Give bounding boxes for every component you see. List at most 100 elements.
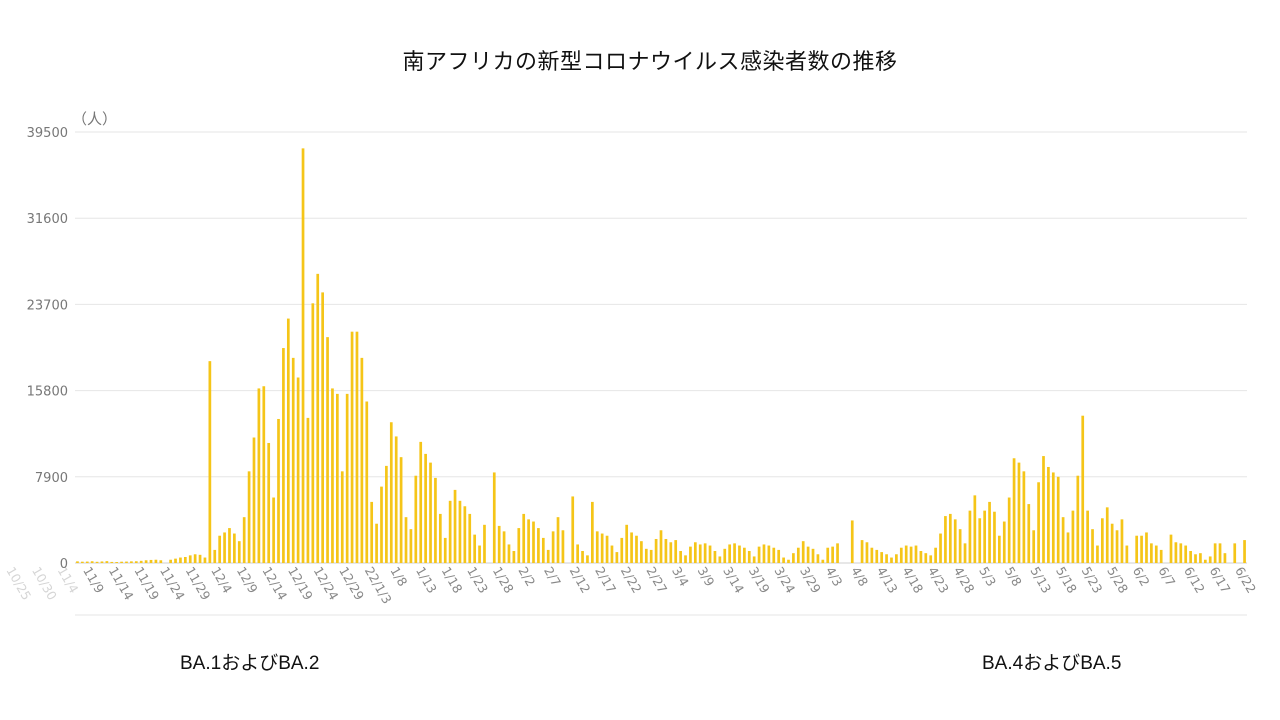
bar — [944, 516, 947, 563]
x-tick-label: 10/25 — [3, 564, 34, 603]
x-tick-label: 3/19 — [746, 564, 773, 596]
bar — [1120, 519, 1124, 563]
bar — [537, 528, 540, 563]
bar — [532, 521, 535, 563]
bar — [492, 472, 496, 563]
bar — [350, 331, 354, 563]
y-tick-label: 0 — [60, 557, 68, 572]
x-tick-label: 5/18 — [1053, 564, 1080, 596]
bar — [1007, 497, 1011, 563]
bar — [360, 357, 364, 563]
x-tick-label: 4/23 — [925, 564, 952, 596]
bar — [237, 541, 241, 563]
x-tick-label: 3/14 — [720, 564, 747, 596]
bar — [262, 386, 266, 563]
bar — [757, 546, 761, 563]
x-tick-label: 2/7 — [541, 564, 564, 589]
bar — [414, 475, 418, 563]
bar — [752, 556, 756, 563]
bar — [1056, 476, 1060, 563]
bar — [272, 497, 275, 563]
bar — [85, 561, 89, 563]
bar — [826, 547, 830, 563]
bar — [154, 559, 158, 563]
bar — [625, 524, 629, 563]
bar — [1150, 543, 1153, 563]
bar — [708, 545, 712, 563]
bar — [934, 547, 937, 563]
bar — [924, 553, 928, 563]
bar — [953, 519, 957, 563]
bar — [684, 555, 687, 563]
bar — [659, 530, 663, 563]
bar — [228, 528, 231, 563]
bar — [468, 513, 472, 563]
bar — [203, 557, 207, 563]
bar — [620, 537, 624, 563]
bar — [1042, 456, 1045, 563]
bar — [806, 546, 810, 563]
x-tick-label: 6/7 — [1155, 564, 1178, 589]
bar — [458, 500, 462, 563]
bar — [404, 517, 408, 563]
bar — [291, 357, 295, 563]
x-tick-label: 11/24 — [157, 564, 188, 603]
x-tick-label: 12/29 — [336, 564, 367, 603]
bar — [1189, 551, 1192, 563]
bar — [998, 535, 1001, 563]
bar — [100, 561, 104, 563]
bar — [541, 537, 545, 563]
bar — [644, 548, 648, 563]
bar — [914, 545, 918, 563]
bar — [1169, 534, 1173, 563]
bar — [438, 513, 442, 563]
bar — [649, 549, 653, 563]
bar — [223, 532, 226, 563]
bar — [443, 537, 447, 563]
chart-title: 南アフリカの新型コロナウイルス感染者数の推移 — [402, 50, 898, 75]
bar — [1071, 510, 1075, 563]
bar — [870, 547, 874, 563]
x-axis-ticks: 10/2510/3011/411/911/1411/1911/2411/2912… — [3, 564, 1259, 606]
bar — [860, 540, 864, 563]
bar — [581, 551, 584, 563]
bar — [948, 513, 952, 563]
bar — [1032, 530, 1036, 563]
bar — [1174, 542, 1178, 563]
bar — [365, 401, 369, 563]
bar — [1037, 482, 1040, 563]
bar — [144, 560, 148, 563]
bar — [90, 561, 94, 563]
bar — [331, 388, 334, 563]
bar — [630, 532, 633, 563]
bar — [336, 393, 339, 563]
bar — [1091, 529, 1094, 563]
x-tick-label: 6/17 — [1207, 564, 1234, 596]
bar — [277, 418, 280, 563]
bar — [546, 549, 550, 563]
bar — [208, 361, 212, 563]
x-tick-label: 4/18 — [899, 564, 926, 596]
x-tick-label: 12/19 — [285, 564, 316, 603]
bar — [1047, 466, 1050, 563]
bar — [149, 559, 153, 563]
x-tick-label: 11/19 — [131, 564, 162, 603]
bar — [718, 556, 722, 563]
x-tick-label: 1/28 — [490, 564, 517, 596]
bar — [252, 437, 256, 563]
x-tick-label: 4/8 — [848, 564, 871, 589]
bar — [95, 561, 99, 563]
bar — [478, 545, 481, 563]
bar — [772, 547, 776, 563]
bar — [654, 538, 658, 563]
bar — [1154, 545, 1158, 563]
bar — [1199, 553, 1202, 563]
bar — [512, 551, 516, 563]
bar — [507, 544, 511, 563]
x-tick-label: 5/3 — [976, 564, 999, 589]
bar — [1066, 532, 1070, 563]
bar — [1135, 535, 1139, 563]
bar — [453, 489, 457, 563]
